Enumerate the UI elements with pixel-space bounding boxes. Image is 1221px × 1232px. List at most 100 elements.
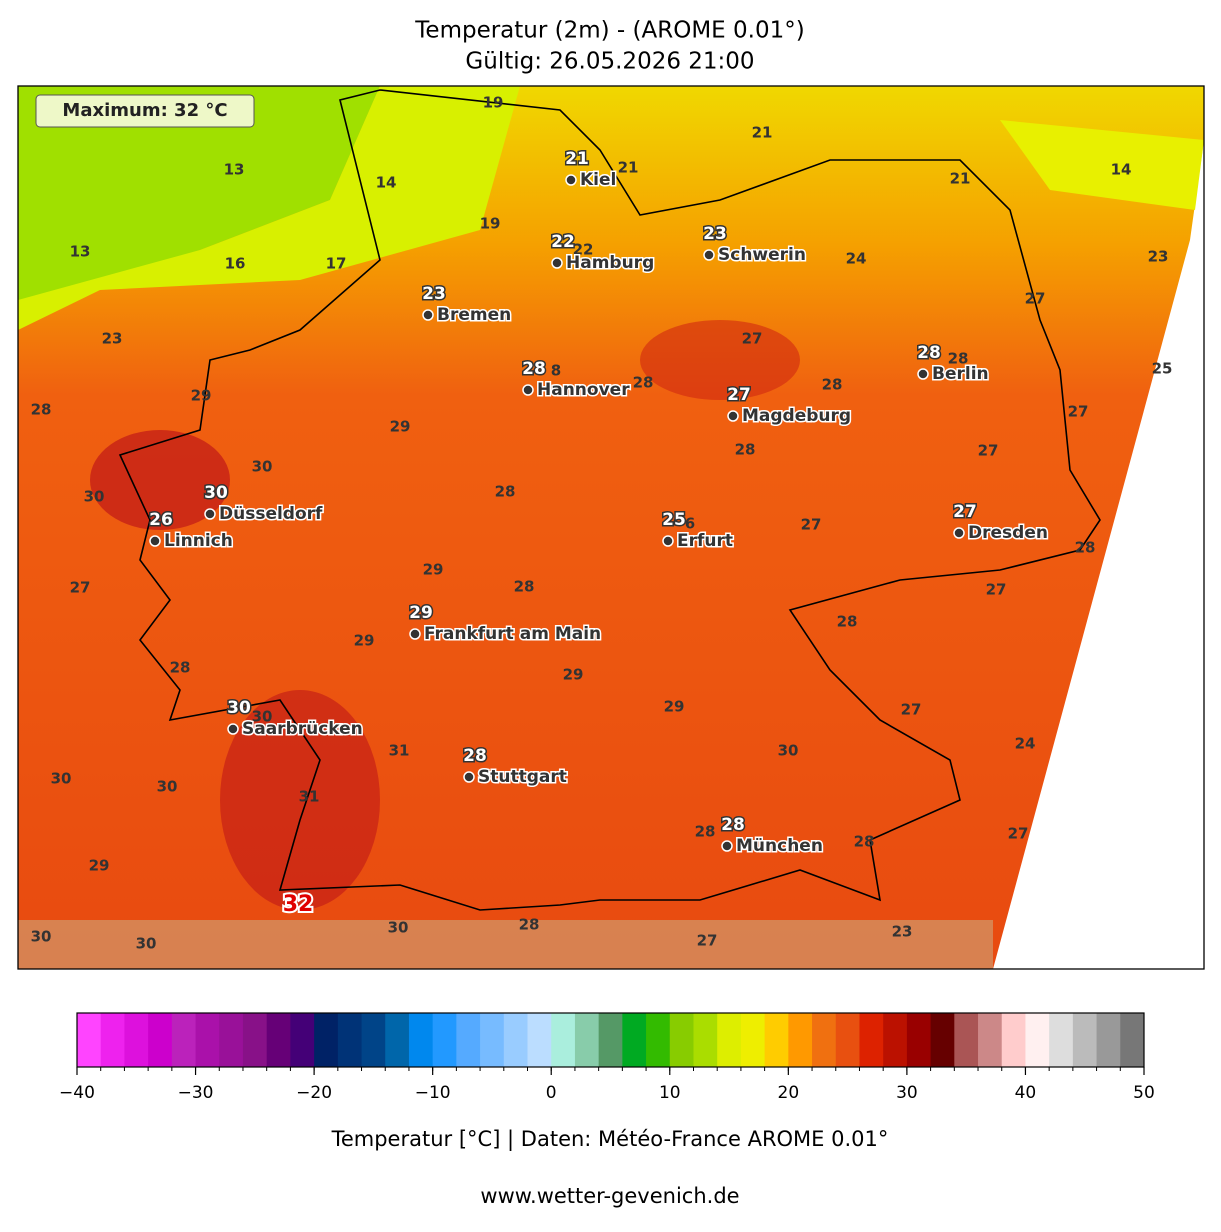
- city-name: Hamburg: [566, 253, 654, 273]
- city-value: 21: [565, 149, 589, 169]
- city-value: 28: [522, 359, 546, 379]
- contour-label: 29: [390, 418, 411, 436]
- maximum-box: [35, 94, 255, 128]
- colorbar-segment: [669, 1013, 694, 1067]
- colorbar-segment: [408, 1013, 434, 1067]
- city-dot: [662, 535, 674, 547]
- colorbar-segment: [551, 1013, 576, 1067]
- contour-label: 30: [252, 708, 273, 726]
- contour-label: 28: [822, 376, 843, 394]
- colorbar-segment: [906, 1013, 932, 1067]
- city-value: 23: [703, 224, 727, 244]
- warm-zone: [640, 320, 800, 400]
- contour-label: 21: [752, 124, 773, 142]
- city-name: Berlin: [932, 364, 989, 384]
- colorbar-tick-label: 30: [896, 1083, 918, 1103]
- map-frame: [17, 85, 1205, 970]
- city-value: 30: [227, 698, 251, 718]
- contour-label: 30: [252, 458, 273, 476]
- colorbar-segment: [622, 1013, 647, 1067]
- contour-label: 23: [102, 330, 123, 348]
- colorbar-segment: [930, 1013, 955, 1067]
- contour-label: 31: [299, 788, 320, 806]
- contour-label: 27: [1008, 825, 1029, 843]
- contour-label: 27: [1068, 403, 1089, 421]
- contour-label: 30: [51, 770, 72, 788]
- city-value: 28: [721, 815, 745, 835]
- colorbar-segment: [764, 1013, 789, 1067]
- colorbar-segment: [646, 1013, 671, 1067]
- colorbar-segment: [124, 1013, 149, 1067]
- footer: www.wetter-gevenich.de: [480, 1184, 739, 1208]
- contour-label: 30: [31, 928, 52, 946]
- contour-label: 27: [70, 579, 91, 597]
- contour-label: 28: [519, 916, 540, 934]
- city-name: Bremen: [437, 305, 511, 325]
- colorbar-segment: [337, 1013, 363, 1067]
- colorbar-segment: [385, 1013, 410, 1067]
- colorbar-segment: [978, 1013, 1003, 1067]
- contour-label: 22: [573, 241, 594, 259]
- colorbar-segment: [432, 1013, 457, 1067]
- colorbar-segment: [480, 1013, 505, 1067]
- colorbar-tick-label: −30: [178, 1083, 214, 1103]
- city-value: 30: [204, 483, 228, 503]
- contour-label: 28: [170, 659, 191, 677]
- contour-label: 29: [191, 387, 212, 405]
- colorbar-tick-label: 50: [1133, 1083, 1155, 1103]
- contour-label: 29: [354, 632, 375, 650]
- city-name: Linnich: [164, 531, 233, 551]
- contour-label: 29: [423, 561, 444, 579]
- city-name: Stuttgart: [478, 767, 567, 787]
- contour-label: 23: [892, 923, 913, 941]
- labels: 19 21 13 14 21 21 14 19 13 16 17 22 24 23 23 27 27 28 28 25…: [31, 94, 1173, 953]
- subtitle: Gültig: 26.05.2026 21:00: [465, 49, 754, 75]
- city-name: München: [736, 836, 823, 856]
- alps: [18, 920, 993, 969]
- city-dot: [463, 771, 475, 783]
- city-value: 25: [662, 510, 686, 530]
- contour-label: 14: [1111, 161, 1132, 179]
- city-value: 27: [727, 385, 751, 405]
- contour-label: 13: [70, 243, 91, 261]
- contour-label: 31: [389, 742, 410, 760]
- contour-label: 24: [1015, 735, 1036, 753]
- contour-label: 27: [978, 442, 999, 460]
- colorbar-frame: [76, 1012, 1145, 1068]
- city-dot: [721, 840, 733, 852]
- city-dot: [703, 249, 715, 261]
- city-value: 22: [551, 232, 575, 252]
- city-dot: [409, 628, 421, 640]
- colorbar-segment: [527, 1013, 552, 1067]
- colorbar-segment: [1001, 1013, 1026, 1067]
- contour-label: 30: [84, 488, 105, 506]
- contour-label: 19: [483, 94, 504, 112]
- colorbar-segment: [693, 1013, 718, 1067]
- colorbar-tick-label: −10: [415, 1083, 451, 1103]
- colorbar-tick-label: 10: [659, 1083, 681, 1103]
- contour-label: 27: [1025, 290, 1046, 308]
- contour-label: 14: [376, 174, 397, 192]
- city-dot: [227, 723, 239, 735]
- colorbar-segment: [954, 1013, 979, 1067]
- colorbar-label: Temperatur [°C] | Daten: Météo-France AR…: [331, 1127, 889, 1152]
- colorbar-segment: [717, 1013, 742, 1067]
- colorbar-tick-label: 0: [546, 1083, 557, 1103]
- contour-label: 13: [224, 161, 245, 179]
- country-border: [118, 89, 1101, 911]
- colorbar-tick-label: 20: [778, 1083, 800, 1103]
- colorbar-segment: [1049, 1013, 1074, 1067]
- contour-label: 29: [89, 857, 110, 875]
- colorbar-segment: [242, 1013, 268, 1067]
- city-dot: [551, 257, 563, 269]
- colorbar-segment: [100, 1013, 125, 1067]
- city-dot: [917, 368, 929, 380]
- colorbar-segment: [314, 1013, 339, 1067]
- colorbar-segment: [598, 1013, 623, 1067]
- contour-label: 29: [664, 698, 685, 716]
- city-dot: [422, 309, 434, 321]
- colorbar-segment: [290, 1013, 315, 1067]
- contour-label: 21: [618, 159, 639, 177]
- contour-label: 30: [136, 935, 157, 953]
